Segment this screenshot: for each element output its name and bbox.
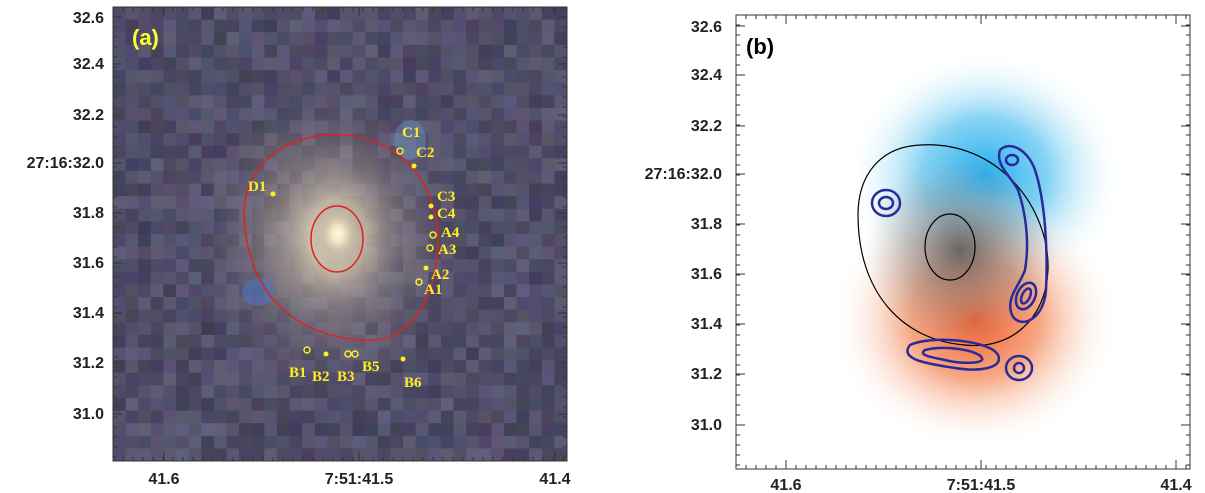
marker-B3: B3 xyxy=(337,350,355,385)
marker-C2: C2 xyxy=(411,145,434,169)
marker-B6: B6 xyxy=(400,356,422,391)
panel-b-ytick-1: 32.4 xyxy=(691,67,722,84)
panel-a-inner-critical-curve xyxy=(310,205,364,273)
panel-a-xtick-2: 41.4 xyxy=(539,471,570,488)
panel-a: C1 C2 C3 C4 A4 A3 A2 A1 D1 B1 B2 B3 B5 B… xyxy=(27,6,571,488)
panel-a-label: (a) xyxy=(132,25,159,50)
panel-b-label: (b) xyxy=(746,34,774,59)
svg-text:C4: C4 xyxy=(437,206,456,222)
svg-text:B3: B3 xyxy=(337,369,355,385)
svg-text:A4: A4 xyxy=(441,225,460,241)
svg-text:A2: A2 xyxy=(431,267,449,283)
svg-text:B5: B5 xyxy=(362,359,380,375)
panel-b-ytick-3: 27:16:32.0 xyxy=(645,166,722,183)
panel-b-ticks xyxy=(735,14,1190,469)
panel-a-ytick-4: 31.8 xyxy=(73,205,104,222)
panel-a-ticks xyxy=(112,6,567,461)
panel-a-outer-critical-curve xyxy=(243,134,439,342)
panel-a-ytick-3: 27:16:32.0 xyxy=(27,155,104,172)
panel-a-ytick-6: 31.4 xyxy=(73,305,104,322)
panel-b-ytick-2: 32.2 xyxy=(691,118,722,135)
marker-A3: A3 xyxy=(426,242,456,258)
panel-b-xtick-0: 41.6 xyxy=(770,477,801,493)
marker-B1: B1 xyxy=(289,346,311,381)
svg-text:A1: A1 xyxy=(424,282,442,298)
svg-text:B1: B1 xyxy=(289,365,307,381)
panel-a-ytick-7: 31.2 xyxy=(73,355,104,372)
panel-a-frame xyxy=(112,6,568,462)
panel-b-ytick-4: 31.8 xyxy=(691,216,722,233)
panel-b: (b) 32.6 32.4 32.2 27:16:32.0 31.8 31.6 … xyxy=(645,14,1192,493)
panel-a-ytick-8: 31.0 xyxy=(73,406,104,423)
panel-b-contours xyxy=(870,144,1048,382)
panel-a-markers: C1 C2 C3 C4 A4 A3 A2 A1 D1 B1 B2 B3 B5 B… xyxy=(248,125,460,391)
svg-text:C2: C2 xyxy=(416,145,434,161)
marker-C3: C3 xyxy=(428,189,455,209)
svg-text:C1: C1 xyxy=(402,125,420,141)
marker-A1: A1 xyxy=(415,278,442,298)
panel-a-ytick-0: 32.6 xyxy=(73,10,104,27)
panel-a-xtick-1: 7:51:41.5 xyxy=(325,471,394,488)
panel-b-ytick-5: 31.6 xyxy=(691,266,722,283)
panel-b-components xyxy=(830,50,1125,450)
marker-B5: B5 xyxy=(351,350,380,375)
panel-b-ytick-0: 32.6 xyxy=(691,19,722,36)
panel-b-ytick-8: 31.0 xyxy=(691,417,722,434)
svg-text:B2: B2 xyxy=(312,369,330,385)
panel-b-xtick-2: 41.4 xyxy=(1160,477,1191,493)
panel-a-xtick-0: 41.6 xyxy=(148,471,179,488)
panel-b-outer-critical-curve xyxy=(857,144,1049,347)
panel-b-ytick-6: 31.4 xyxy=(691,316,722,333)
panel-b-xtick-1: 7:51:41.5 xyxy=(947,477,1016,493)
panel-b-frame xyxy=(735,14,1191,470)
marker-C4: C4 xyxy=(428,206,456,222)
panel-a-ytick-5: 31.6 xyxy=(73,255,104,272)
marker-D1: D1 xyxy=(248,179,276,197)
panel-a-ytick-1: 32.4 xyxy=(73,56,104,73)
marker-C1: C1 xyxy=(396,125,420,155)
marker-A4: A4 xyxy=(429,225,460,241)
svg-text:A3: A3 xyxy=(438,242,456,258)
panel-b-inner-critical-curve xyxy=(924,213,976,281)
marker-A2: A2 xyxy=(423,265,449,283)
svg-text:C3: C3 xyxy=(437,189,455,205)
panel-a-ytick-2: 32.2 xyxy=(73,107,104,124)
svg-text:D1: D1 xyxy=(248,179,266,195)
panel-a-galaxy xyxy=(190,78,470,398)
panel-b-ytick-7: 31.2 xyxy=(691,366,722,383)
panel-b-gray-core xyxy=(865,155,1055,345)
marker-B2: B2 xyxy=(312,351,330,385)
svg-text:B6: B6 xyxy=(404,375,422,391)
